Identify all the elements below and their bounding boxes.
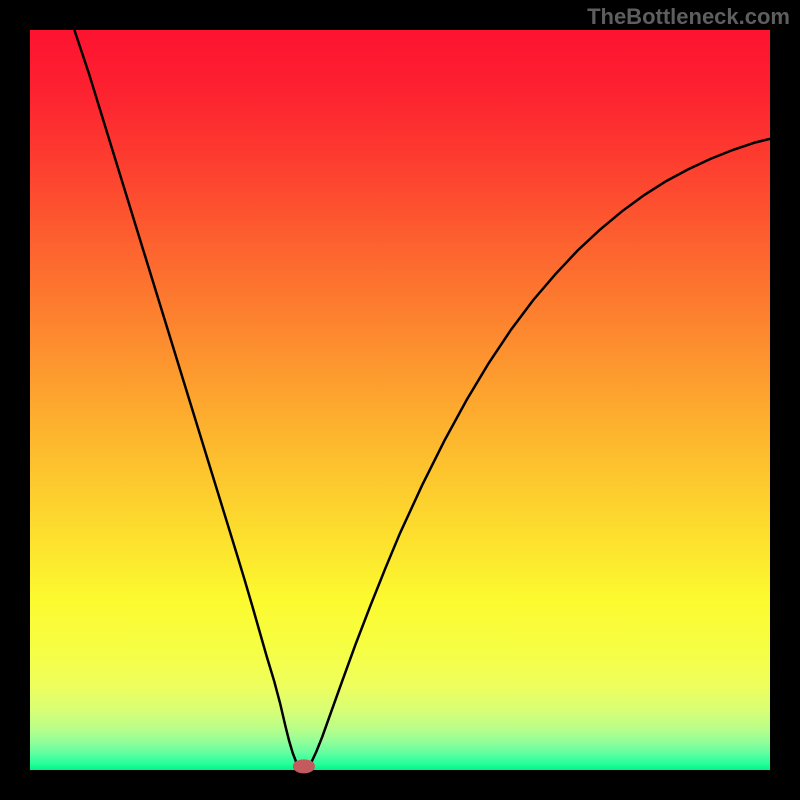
curve-path xyxy=(74,30,770,770)
chart-container: TheBottleneck.com xyxy=(0,0,800,800)
watermark-text: TheBottleneck.com xyxy=(587,4,790,30)
plot-area xyxy=(30,30,770,770)
optimal-point-marker xyxy=(293,760,315,773)
bottleneck-curve xyxy=(30,30,770,770)
